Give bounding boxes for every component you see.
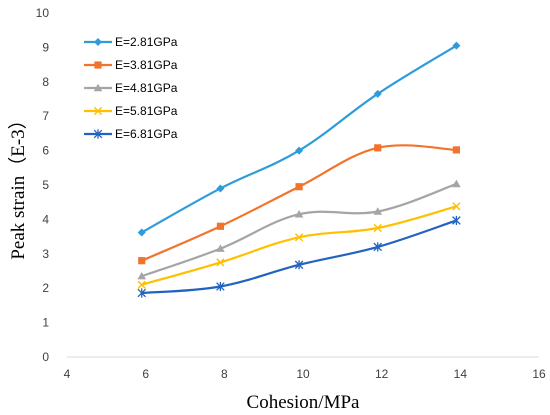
data-point [374,144,382,152]
legend-item: E=3.81GPa [84,58,178,72]
legend-marker [94,61,102,69]
series-4 [137,202,461,289]
data-point [373,242,382,252]
y-tick-label: 9 [42,40,49,54]
series-1 [137,41,461,237]
data-point [452,215,461,226]
x-tick-labels: 4 6 8 10 12 14 16 [64,367,546,381]
data-point [138,257,146,265]
data-point [137,280,146,289]
series-line [141,219,457,295]
y-tick-label: 0 [42,350,49,364]
data-point [452,41,461,50]
series-2 [138,144,460,265]
data-point [294,260,304,270]
legend-label: E=2.81GPa [115,35,178,49]
legend-marker [94,38,102,46]
x-tick-label: 6 [142,367,149,381]
legend-marker [93,83,103,92]
data-point [295,146,304,155]
legend-marker [93,129,103,139]
data-point [216,222,224,230]
y-tick-label: 5 [42,178,49,192]
legend-item: E=5.81GPa [84,104,178,118]
legend-label: E=5.81GPa [115,104,178,118]
legend-item: E=4.81GPa [84,81,178,95]
legend: E=2.81GPa E=3.81GPa E=4.81GPa E=5.81GPa E=6.… [84,35,178,141]
data-point [216,244,225,252]
data-point [137,228,146,237]
x-tick-label: 8 [221,367,228,381]
legend-item: E=6.81GPa [84,127,178,141]
data-point [452,202,461,211]
series-5 [137,215,461,298]
y-tick-label: 3 [42,247,49,261]
data-point [373,89,382,98]
data-point [294,209,304,218]
y-axis-title: Peak strain（E-3） [7,110,29,259]
series-3 [137,179,461,280]
x-tick-label: 12 [375,367,389,381]
data-point [216,258,225,267]
legend-label: E=4.81GPa [115,81,178,95]
x-axis-title: Cohesion/MPa [247,392,361,413]
legend-item: E=2.81GPa [84,35,178,49]
x-tick-label: 4 [64,367,71,381]
y-tick-labels: 0 1 2 3 4 5 6 7 8 9 10 [36,6,50,364]
data-point [294,233,304,242]
x-tick-label: 10 [296,367,310,381]
x-tick-label: 14 [454,367,468,381]
y-tick-label: 2 [42,281,49,295]
legend-marker [93,106,103,116]
y-tick-label: 6 [42,144,49,158]
data-point [373,207,383,215]
data-point [216,184,225,193]
data-point [373,223,382,233]
series-layer [137,41,461,298]
data-point [452,179,461,188]
data-point [452,146,460,154]
data-point [137,288,146,298]
x-tick-label: 16 [532,367,546,381]
data-point [137,271,147,280]
series-line [141,44,457,234]
series-line [141,205,457,286]
y-tick-label: 10 [36,6,50,20]
y-tick-label: 1 [42,316,49,330]
y-tick-label: 4 [42,212,49,226]
data-point [295,183,303,191]
data-point [216,281,225,292]
legend-label: E=6.81GPa [115,127,178,141]
y-tick-label: 8 [42,75,49,89]
y-tick-label: 7 [42,109,49,123]
legend-label: E=3.81GPa [115,58,178,72]
